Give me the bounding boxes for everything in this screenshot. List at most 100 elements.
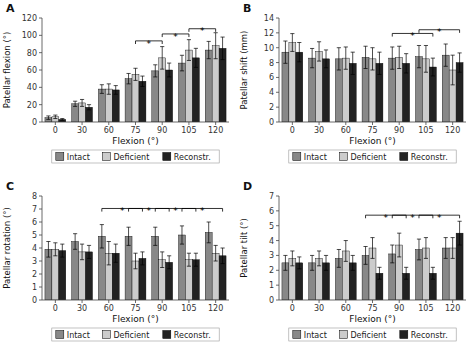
y-tick [276,300,279,301]
legend-swatch [339,153,347,161]
y-tick [39,287,42,288]
bar [316,51,323,122]
y-tick-label: 3 [32,257,37,266]
bar [185,50,192,122]
y-tick [276,47,279,48]
error-bar [283,41,287,63]
x-axis-label: Flexion (°) [112,136,158,146]
significance-star: * [147,39,152,49]
x-tick-label: 60 [104,126,114,135]
bar [72,242,79,301]
x-tick-label: 30 [77,304,87,313]
error-bar [431,267,435,279]
y-axis [42,196,43,300]
y-tick [276,92,279,93]
y-tick-label: 4 [32,244,37,253]
x-tick [82,122,83,125]
x-tick [425,300,426,303]
x-tick [55,300,56,303]
x-tick [372,300,373,303]
significance-star: * [384,213,389,223]
y-tick-label: 6 [269,73,274,82]
error-bar [126,73,130,83]
legend: IntactDeficientReconstr. [289,150,456,163]
bars [282,34,463,122]
y-tick [39,209,42,210]
bar [152,236,159,300]
bar [179,235,186,300]
error-bar [404,54,408,73]
panel-title: C [6,180,14,193]
y-tick-label: 6 [269,207,274,216]
y-tick [39,87,42,88]
y-tick [39,222,42,223]
error-bar [87,245,91,258]
y-tick-label: 7 [32,205,37,214]
panel-title: D [243,180,252,193]
legend-frame [289,150,456,163]
error-bar [133,253,137,269]
error-bar [290,34,294,52]
y-tick-label: 120 [22,14,37,23]
bars [45,33,226,122]
bars [45,222,226,300]
x-tick [108,122,109,125]
error-bar [194,48,198,67]
bar [289,43,296,122]
error-bar [431,58,435,76]
y-tick-label: 7 [269,192,274,201]
y-axis-label: Patellar rotation (°) [2,207,12,289]
y-tick [39,196,42,197]
bar [86,252,93,300]
error-bar [297,257,301,269]
legend-label: Deficient [350,153,386,162]
y-tick [276,225,279,226]
x-tick [399,122,400,125]
error-bar [180,226,184,244]
error-bar [167,63,171,77]
significance-star: * [200,26,205,36]
error-bar [351,255,355,270]
x-tick [345,300,346,303]
x-tick [188,300,189,303]
error-bar [107,84,111,94]
significance-star: * [200,206,205,216]
error-bar [424,45,428,72]
error-bar [424,238,428,259]
error-bar [417,239,421,260]
x-tick-label: 120 [208,126,223,135]
error-bar [458,53,462,72]
y-tick [39,52,42,53]
y-tick-label: 5 [32,231,37,240]
x-tick-label: 60 [104,304,114,313]
bar [179,63,186,122]
y-tick-label: 20 [27,101,37,110]
x-tick-label: 60 [341,126,351,135]
x-tick [319,300,320,303]
y-tick-label: 40 [27,83,37,92]
legend-label: Intact [304,331,327,340]
error-bar [363,247,367,265]
x-tick-label: 30 [314,304,324,313]
legend-swatch [163,153,171,161]
error-bar [140,76,144,86]
y-tick [39,248,42,249]
legend-label: Intact [67,153,90,162]
y-tick [276,270,279,271]
error-bar [207,41,211,58]
y-axis-label: Patellar tilt (°) [239,218,249,278]
legend-label: Intact [304,153,327,162]
error-bar [80,244,84,260]
y-tick-label: 14 [264,14,274,23]
error-bar [221,37,225,60]
legend-label: Intact [67,331,90,340]
legend-swatch [400,331,408,339]
error-bar [337,249,341,267]
error-bar [53,243,57,256]
bar [139,81,146,122]
figure: A020406080100120030607590105120Flexion (… [0,0,474,356]
significance-star: * [147,206,152,216]
error-bar [140,252,144,265]
bar [152,71,159,122]
x-axis-label: Flexion (°) [112,314,158,324]
